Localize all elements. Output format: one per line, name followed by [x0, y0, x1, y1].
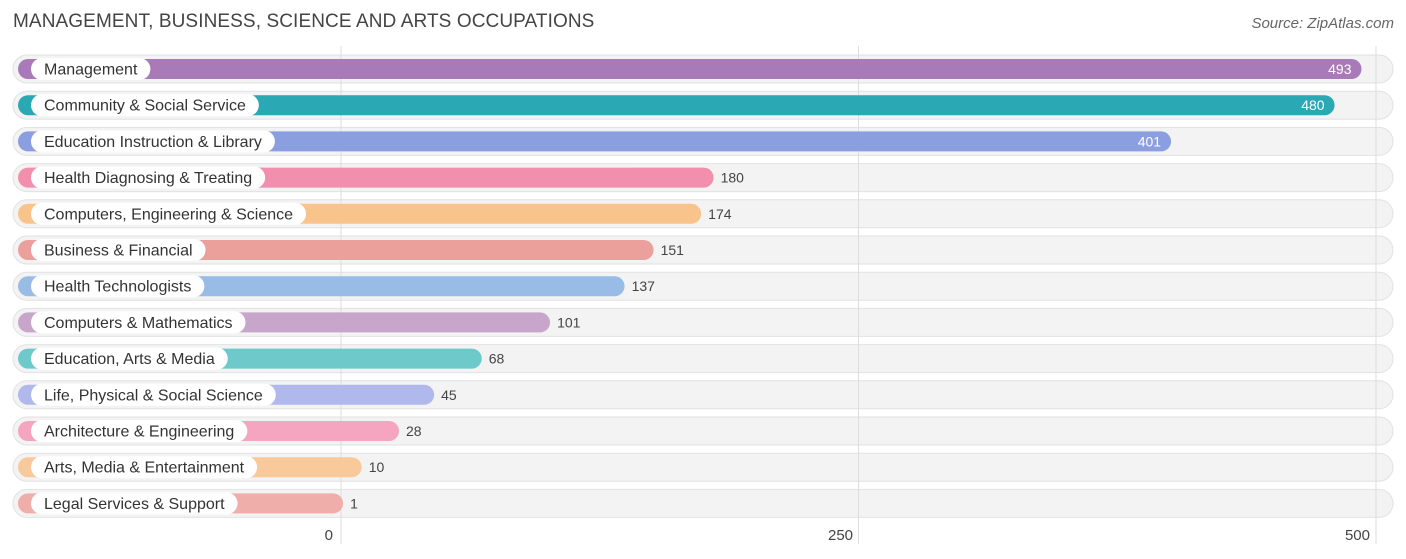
chart-title: MANAGEMENT, BUSINESS, SCIENCE AND ARTS O… [13, 11, 595, 32]
category-pill [31, 166, 266, 189]
category-label: Education Instruction & Library [44, 134, 262, 151]
category-label: Community & Social Service [44, 98, 246, 115]
category-pill [31, 456, 258, 479]
value-label: 493 [1328, 61, 1352, 77]
bar [18, 95, 1335, 116]
bar-row: Business & Financial 151 [18, 239, 684, 261]
value-label: 68 [489, 351, 505, 367]
row-track [12, 488, 1394, 518]
category-label: Architecture & Engineering [44, 424, 234, 441]
category-pill [31, 202, 307, 225]
bar [18, 131, 1172, 152]
category-pill [31, 383, 276, 406]
category-label: Computers, Engineering & Science [44, 206, 293, 223]
value-label: 45 [441, 387, 457, 403]
value-label: 10 [369, 459, 385, 475]
value-label: 480 [1301, 97, 1325, 113]
x-tick-label: 500 [1345, 527, 1370, 544]
value-label: 1 [350, 495, 358, 511]
category-label: Education, Arts & Media [44, 351, 215, 368]
category-label: Business & Financial [44, 243, 193, 260]
category-pill [31, 311, 246, 334]
category-label: Health Diagnosing & Treating [44, 170, 252, 187]
category-pill [31, 347, 228, 370]
bar-row: Arts, Media & Entertainment 10 [18, 456, 385, 479]
value-label: 28 [406, 423, 422, 439]
value-label: 137 [632, 278, 656, 294]
category-pill [31, 58, 151, 80]
bar-row: Computers, Engineering & Science 174 [18, 202, 732, 225]
bar-row: Architecture & Engineering 28 [18, 420, 422, 442]
category-pill [31, 492, 238, 515]
bar-row: Health Diagnosing & Treating 180 [18, 166, 745, 189]
bar-row: Education, Arts & Media 68 [18, 347, 505, 370]
source-note: Source: ZipAtlas.com [1251, 15, 1394, 32]
bar-row: Health Technologists 137 [18, 275, 656, 298]
category-label: Life, Physical & Social Science [44, 387, 263, 404]
category-label: Management [44, 62, 138, 79]
category-pill [31, 275, 205, 298]
bar-row: Education Instruction & Library 401 [18, 130, 1172, 153]
category-pill [31, 130, 275, 153]
value-label: 180 [721, 170, 745, 186]
category-label: Legal Services & Support [44, 496, 225, 513]
value-label: 101 [557, 314, 581, 330]
bar [18, 59, 1362, 79]
bar-row: Management 493 [18, 58, 1362, 80]
value-label: 174 [708, 206, 732, 222]
category-pill [31, 420, 248, 442]
bar-row: Computers & Mathematics 101 [18, 311, 581, 334]
category-pill [31, 94, 259, 117]
value-label: 401 [1138, 133, 1162, 149]
bar-row: Legal Services & Support 1 [18, 492, 358, 515]
category-label: Computers & Mathematics [44, 315, 233, 332]
bar-row: Community & Social Service 480 [18, 94, 1335, 117]
category-label: Health Technologists [44, 279, 191, 296]
category-label: Arts, Media & Entertainment [44, 460, 245, 477]
x-tick-label: 250 [828, 527, 853, 544]
bar-row: Life, Physical & Social Science 45 [18, 383, 457, 406]
x-tick-label: 0 [325, 527, 333, 544]
value-label: 151 [661, 242, 685, 258]
category-pill [31, 239, 206, 261]
